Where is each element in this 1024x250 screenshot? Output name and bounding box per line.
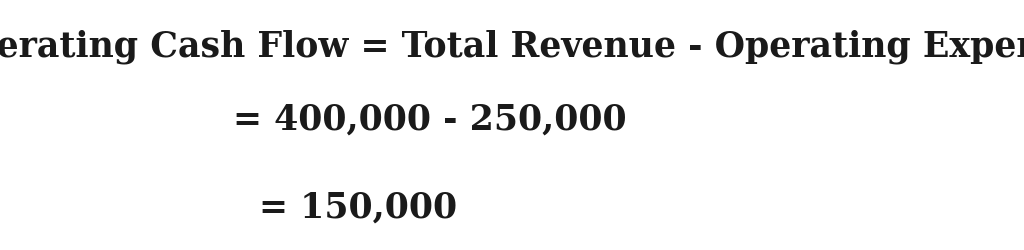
Text: = 150,000: = 150,000 [259, 190, 458, 224]
Text: = 400,000 - 250,000: = 400,000 - 250,000 [233, 103, 627, 137]
Text: Operating Cash Flow = Total Revenue - Operating Expense: Operating Cash Flow = Total Revenue - Op… [0, 30, 1024, 64]
